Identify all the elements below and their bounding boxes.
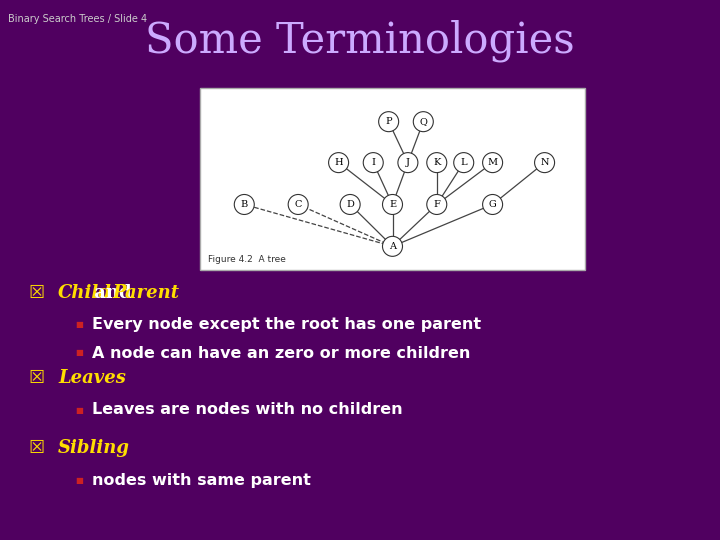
Text: A: A	[389, 242, 396, 251]
Text: ■: ■	[75, 476, 83, 484]
Text: Sibling: Sibling	[58, 439, 130, 457]
Text: F: F	[433, 200, 440, 209]
Text: N: N	[540, 158, 549, 167]
Text: G: G	[489, 200, 497, 209]
Circle shape	[288, 194, 308, 214]
Circle shape	[427, 153, 447, 173]
Circle shape	[340, 194, 360, 214]
Text: P: P	[385, 117, 392, 126]
Circle shape	[413, 112, 433, 132]
FancyBboxPatch shape	[200, 88, 585, 270]
Text: ☒: ☒	[28, 284, 44, 302]
Text: C: C	[294, 200, 302, 209]
Text: I: I	[372, 158, 375, 167]
Text: ■: ■	[75, 348, 83, 357]
Circle shape	[382, 237, 402, 256]
Text: Every node except the root has one parent: Every node except the root has one paren…	[92, 318, 481, 333]
Circle shape	[427, 194, 447, 214]
Circle shape	[364, 153, 383, 173]
Text: K: K	[433, 158, 441, 167]
Text: E: E	[389, 200, 396, 209]
Circle shape	[454, 153, 474, 173]
Circle shape	[379, 112, 399, 132]
Text: L: L	[460, 158, 467, 167]
Text: Parent: Parent	[112, 284, 179, 302]
Text: Leaves: Leaves	[58, 369, 126, 387]
Circle shape	[534, 153, 554, 173]
Text: H: H	[334, 158, 343, 167]
Circle shape	[482, 153, 503, 173]
Text: ■: ■	[75, 321, 83, 329]
Text: M: M	[487, 158, 498, 167]
Text: Figure 4.2  A tree: Figure 4.2 A tree	[208, 255, 286, 264]
Text: J: J	[406, 158, 410, 167]
Circle shape	[234, 194, 254, 214]
Text: Child: Child	[58, 284, 112, 302]
Text: ■: ■	[75, 406, 83, 415]
Text: Binary Search Trees / Slide 4: Binary Search Trees / Slide 4	[8, 14, 147, 24]
Text: Q: Q	[419, 117, 427, 126]
Text: B: B	[240, 200, 248, 209]
Text: Some Terminologies: Some Terminologies	[145, 20, 575, 63]
Circle shape	[482, 194, 503, 214]
Text: nodes with same parent: nodes with same parent	[92, 472, 311, 488]
Text: and: and	[88, 284, 138, 302]
Text: Leaves are nodes with no children: Leaves are nodes with no children	[92, 402, 402, 417]
Text: A node can have an zero or more children: A node can have an zero or more children	[92, 346, 470, 361]
Text: D: D	[346, 200, 354, 209]
Circle shape	[398, 153, 418, 173]
Text: ☒: ☒	[28, 439, 44, 457]
Text: ☒: ☒	[28, 369, 44, 387]
Circle shape	[328, 153, 348, 173]
Circle shape	[382, 194, 402, 214]
